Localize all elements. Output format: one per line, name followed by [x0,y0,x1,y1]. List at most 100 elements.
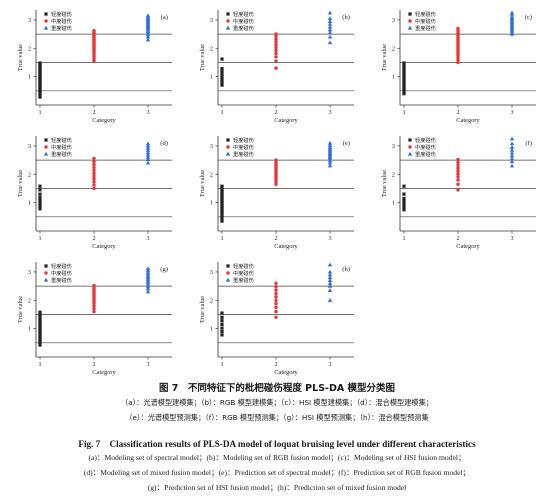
data-point-severe [327,40,333,45]
data-point-severe [327,283,333,288]
data-point-severe [509,147,515,152]
panel-label: (e) [343,140,350,147]
data-point-light [402,68,406,72]
data-point-severe [145,32,151,37]
data-point-moderate [456,182,460,186]
data-point-light [38,192,42,196]
y-tick-label: 1 [210,326,213,333]
data-point-severe [509,12,515,17]
y-axis-title: True value [17,296,24,323]
legend-marker-square [408,138,412,142]
data-point-moderate [456,160,460,165]
data-point-moderate [274,43,278,47]
x-axis-title: Category [274,243,298,250]
y-tick-label: 2 [210,45,213,52]
panel-label: (c) [525,14,532,21]
legend-marker-circle [226,19,230,23]
x-tick-label: 1 [38,109,41,116]
panel-label: (g) [160,266,168,273]
y-tick-label: 1 [28,200,31,207]
data-point-light [220,193,224,197]
data-point-light [220,69,224,74]
y-tick-label: 2 [392,45,395,52]
y-tick-label: 3 [28,269,31,276]
y-tick-label: 2 [210,171,213,178]
data-point-severe [327,140,333,145]
data-point-light [38,327,42,331]
data-point-light [402,196,406,200]
y-tick-label: 2 [28,297,31,304]
legend-label: 中度碰伤 [415,143,436,151]
data-point-moderate [274,66,278,70]
data-point-light [38,328,42,332]
data-point-light [38,204,42,208]
data-point-light [220,189,224,193]
legend-marker-triangle [225,151,231,156]
y-tick-label: 2 [28,171,31,178]
data-point-light [38,320,42,324]
panel-8 [215,262,354,360]
data-point-light [402,202,406,206]
data-point-moderate [456,157,460,162]
data-point-moderate [92,165,96,170]
data-point-moderate [274,309,278,314]
legend-label: 重度碰伤 [233,150,254,158]
data-point-light [220,208,224,212]
data-point-light [38,61,42,65]
data-point-light [38,343,42,347]
data-point-moderate [92,309,96,314]
data-point-light [220,186,224,190]
y-tick-label: 3 [28,17,31,24]
legend-label: 中度碰伤 [51,269,72,277]
panel-label: (b) [342,14,350,21]
data-point-moderate [456,163,460,167]
data-point-severe [509,150,515,155]
data-point-light [38,312,42,317]
data-point-severe [327,19,333,23]
x-tick-label: 2 [92,109,95,116]
figure-caption-en-line-1: (a)：Modeling set of spectral model；(b)：M… [88,453,466,462]
y-axis-title: True value [381,170,388,197]
figure-caption-cn-line-2: （e）：光谱模型预测集；（f）：RGB 模型预测集；（g）：HSI 模型预测集；… [125,413,429,422]
legend-label: 中度碰伤 [233,143,254,151]
data-point-light [38,310,42,314]
legend-label: 重度碰伤 [51,276,72,284]
data-point-light [38,341,42,345]
legend-marker-circle [408,19,412,23]
legend-marker-triangle [43,151,49,156]
panel-label: (d) [160,140,168,147]
data-point-severe [327,30,333,35]
data-point-light [38,323,42,327]
data-point-light [38,330,42,334]
data-point-severe [145,268,151,273]
data-point-light [220,80,224,84]
data-point-light [220,311,224,315]
data-point-light [402,90,406,94]
data-point-light [220,199,224,204]
x-tick-label: 3 [510,235,513,242]
data-point-severe [145,150,151,155]
data-point-light [220,329,224,334]
data-point-moderate [456,169,460,173]
legend-marker-circle [44,271,48,275]
y-tick-label: 3 [210,269,213,276]
data-point-light [402,66,406,70]
data-point-severe [327,10,333,15]
x-tick-label: 3 [146,109,149,116]
data-point-light [38,332,42,336]
data-point-light [220,315,224,319]
figure-caption-title-en: Fig. 7 Classification results of PLS-DA … [78,439,476,449]
data-point-moderate [274,295,278,299]
legend-label: 轻度碰伤 [233,262,254,270]
data-point-light [38,95,42,99]
data-point-severe [327,34,333,39]
data-point-severe [145,266,151,271]
legend-marker-triangle [43,25,49,30]
data-point-severe [145,148,151,153]
data-point-moderate [274,315,278,319]
data-point-light [402,61,406,65]
x-tick-label: 1 [38,361,41,368]
data-point-light [402,63,406,67]
panel-5 [215,136,354,234]
legend-label: 重度碰伤 [51,24,72,32]
